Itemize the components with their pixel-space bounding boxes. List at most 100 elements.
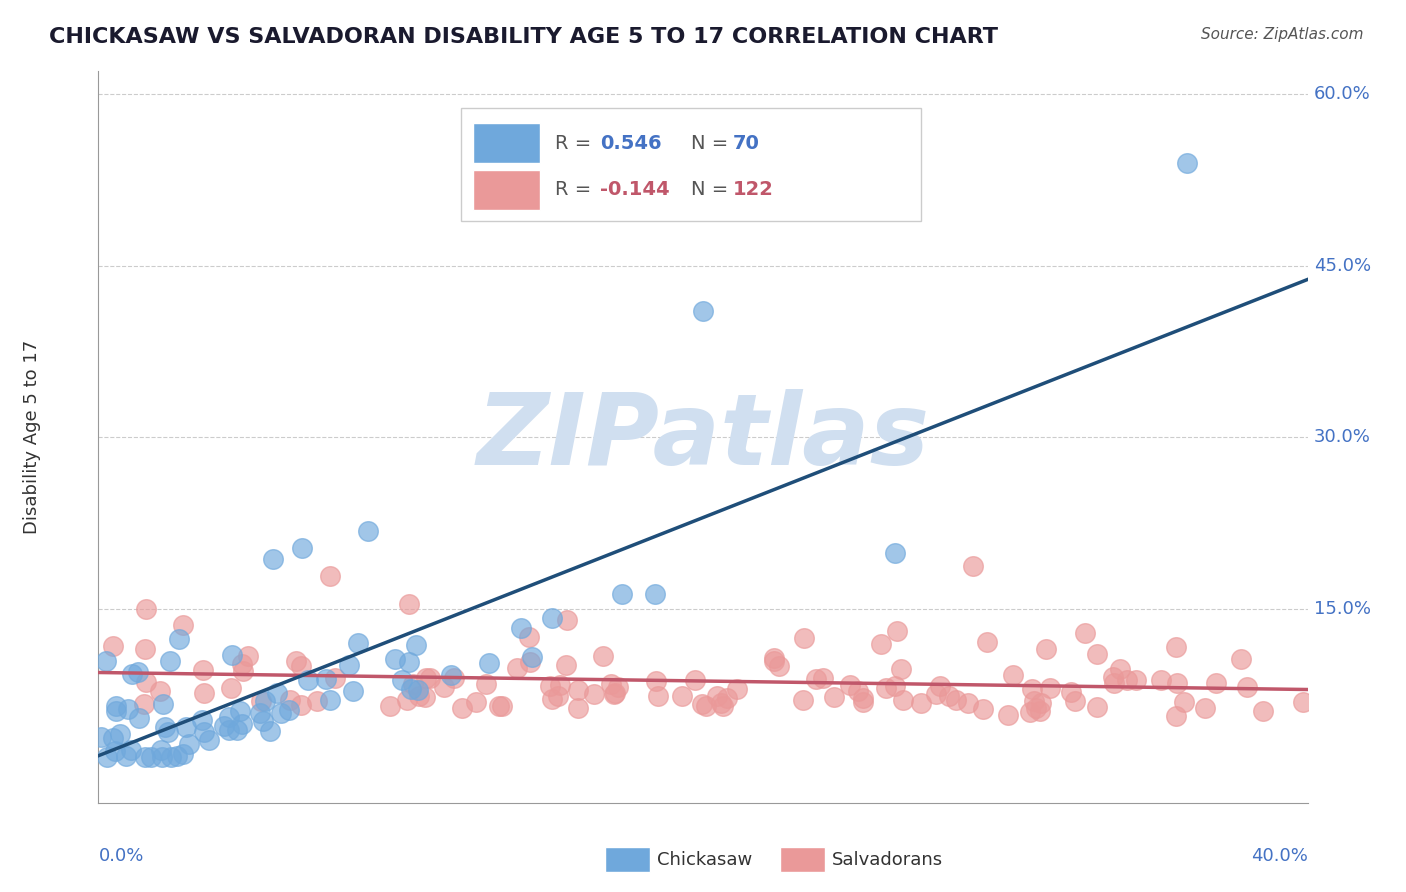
Point [519,655,541,669]
Point [226,723,249,737]
Point [378,699,401,714]
Text: Salvadorans: Salvadorans [832,851,943,869]
Point [846,684,869,698]
Point [134,697,156,711]
Point [259,724,281,739]
Point [886,624,908,639]
Point [249,706,271,721]
Point [443,671,465,685]
Text: CHICKASAW VS SALVADORAN DISABILITY AGE 5 TO 17 CORRELATION CHART: CHICKASAW VS SALVADORAN DISABILITY AGE 5… [49,27,998,46]
Point [852,695,875,709]
Point [644,587,666,601]
Point [1116,673,1139,687]
Point [1194,701,1216,715]
Point [671,689,693,703]
Point [768,659,790,673]
Point [1175,155,1198,169]
Point [592,648,614,663]
Point [644,673,666,688]
Point [875,681,897,695]
Point [176,720,198,734]
Point [1035,641,1057,656]
Point [1229,652,1251,666]
Point [148,683,170,698]
Text: Source: ZipAtlas.com: Source: ZipAtlas.com [1201,27,1364,42]
Text: 15.0%: 15.0% [1313,599,1371,617]
Point [396,693,419,707]
Point [884,546,907,560]
Point [762,654,785,668]
Point [976,635,998,649]
FancyBboxPatch shape [474,170,540,211]
Point [90,731,112,745]
Point [541,692,564,706]
Point [166,748,188,763]
Text: -0.144: -0.144 [600,180,669,199]
Point [945,692,967,706]
Point [1001,668,1024,682]
Point [603,686,626,700]
Point [290,698,312,713]
Point [884,680,907,694]
Point [135,675,157,690]
Text: N =: N = [690,134,734,153]
Point [398,597,420,611]
Point [517,630,540,644]
Point [727,681,749,696]
Point [1085,647,1108,661]
Point [793,632,815,646]
Point [121,667,143,681]
Point [212,719,235,733]
Point [127,665,149,679]
Point [252,714,274,729]
Point [297,673,319,687]
Point [711,698,734,713]
Point [1021,681,1043,696]
Point [231,657,253,671]
Point [401,677,423,691]
Point [384,652,406,666]
Point [1125,673,1147,688]
Point [1028,704,1050,718]
Point [278,703,301,717]
Point [405,638,427,652]
Point [159,654,181,668]
Point [690,697,713,711]
Text: 0.0%: 0.0% [98,847,143,864]
Point [506,661,529,675]
Point [120,743,142,757]
Point [1236,680,1258,694]
Point [1205,676,1227,690]
Point [398,655,420,669]
Point [1109,662,1132,676]
Text: 122: 122 [734,180,775,199]
Point [891,693,914,707]
Text: N =: N = [690,180,734,199]
Point [103,731,125,745]
Text: R =: R = [555,134,598,153]
Point [105,704,128,718]
Point [198,733,221,747]
Point [391,673,413,687]
Point [1025,701,1047,715]
Text: 30.0%: 30.0% [1313,428,1371,446]
Point [231,717,253,731]
Point [150,750,173,764]
Point [399,681,422,696]
Point [925,687,948,701]
Point [110,726,132,740]
Point [695,699,717,714]
Point [115,749,138,764]
Point [567,701,589,715]
FancyBboxPatch shape [474,122,540,163]
Point [610,587,633,601]
Point [172,747,194,761]
Point [555,658,578,673]
Point [1022,694,1045,708]
Point [804,672,827,686]
Point [342,684,364,698]
Text: ZIPatlas: ZIPatlas [477,389,929,485]
FancyBboxPatch shape [461,108,921,221]
Point [938,690,960,704]
Point [1251,704,1274,718]
